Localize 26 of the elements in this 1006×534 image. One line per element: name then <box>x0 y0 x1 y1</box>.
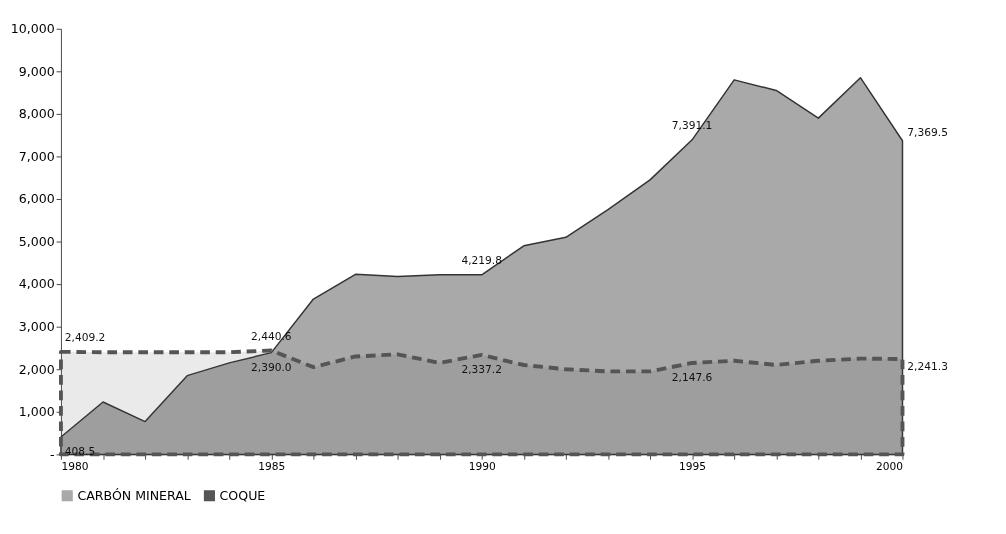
y-tick-label: 7,000 <box>18 148 55 164</box>
data-label: 2,147.6 <box>671 371 713 385</box>
x-tick-label: 1985 <box>258 460 286 474</box>
x-tick-label: 1980 <box>61 460 89 474</box>
x-tick-label: 1990 <box>468 460 496 474</box>
y-tick-label: 6,000 <box>18 191 55 207</box>
y-tick-label: 4,000 <box>18 276 55 292</box>
x-tick-label: 1995 <box>679 460 707 474</box>
data-label: 2,241.3 <box>907 359 948 373</box>
y-tick-label: 1,000 <box>18 404 55 420</box>
y-tick-label: 2,000 <box>18 361 55 377</box>
data-label: 2,337.2 <box>461 363 502 377</box>
y-tick-label: 3,000 <box>18 319 55 335</box>
legend-label: CARBÓN MINERAL <box>77 487 191 503</box>
y-tick-label: 5,000 <box>18 233 55 249</box>
data-label: 7,369.5 <box>907 125 948 139</box>
data-label: 408.5 <box>64 445 96 459</box>
y-tick-label: - <box>50 446 55 462</box>
data-label: 4,219.8 <box>461 254 503 268</box>
legend-label: COQUE <box>219 487 266 503</box>
y-tick-label: 9,000 <box>18 63 55 79</box>
y-tick-label: 10,000 <box>10 21 55 37</box>
data-label: 2,409.2 <box>64 331 106 345</box>
y-tick-label: 8,000 <box>18 106 55 122</box>
data-label: 2,390.0 <box>251 361 292 375</box>
x-tick-label: 2000 <box>875 460 904 474</box>
